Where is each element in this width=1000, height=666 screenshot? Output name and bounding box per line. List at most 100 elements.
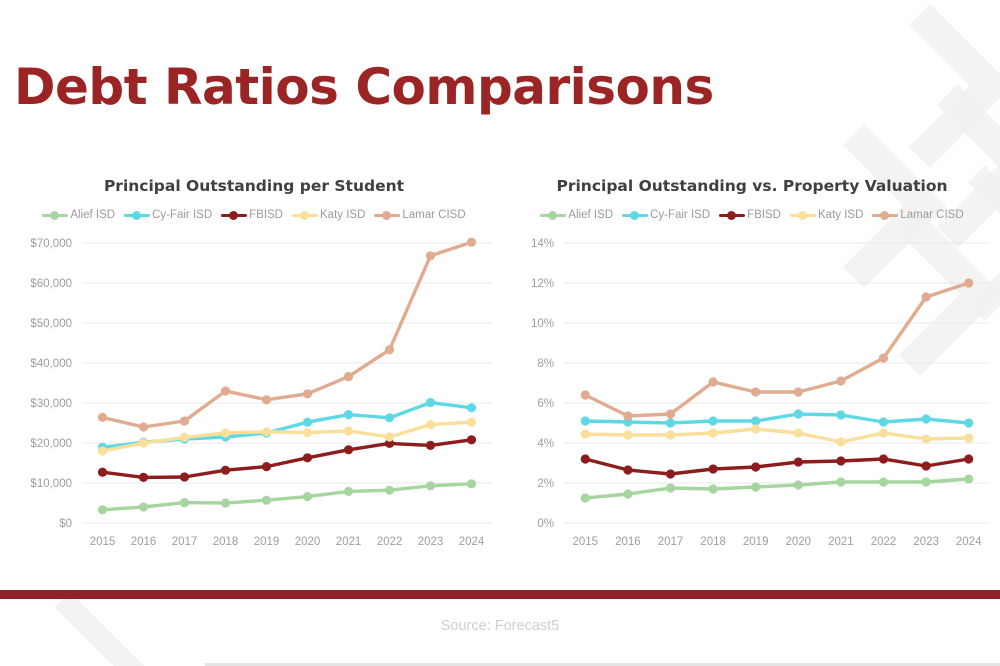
data-point[interactable] [665, 418, 676, 428]
data-point[interactable] [836, 477, 846, 487]
data-point[interactable] [261, 395, 272, 405]
data-point[interactable] [964, 278, 974, 288]
legend-item[interactable]: FBISD [719, 209, 781, 221]
data-point[interactable] [836, 437, 846, 447]
data-point[interactable] [261, 462, 272, 472]
data-point[interactable] [138, 438, 149, 448]
series-cy-fair-isd[interactable] [580, 409, 974, 428]
data-point[interactable] [302, 492, 313, 502]
data-point[interactable] [751, 416, 761, 426]
legend-item[interactable]: Lamar CISD [374, 209, 466, 221]
data-point[interactable] [793, 387, 803, 397]
data-point[interactable] [793, 409, 803, 419]
data-point[interactable] [302, 389, 313, 399]
data-point[interactable] [708, 428, 718, 438]
data-point[interactable] [836, 410, 846, 420]
data-point[interactable] [138, 422, 149, 432]
data-point[interactable] [425, 440, 436, 450]
data-point[interactable] [751, 424, 761, 434]
legend-item[interactable]: Katy ISD [292, 209, 365, 221]
series-lamar-cisd[interactable] [580, 278, 974, 421]
data-point[interactable] [425, 420, 436, 430]
data-point[interactable] [179, 432, 190, 442]
data-point[interactable] [97, 412, 108, 422]
data-point[interactable] [878, 428, 889, 438]
data-point[interactable] [836, 376, 846, 386]
data-point[interactable] [964, 474, 974, 484]
data-point[interactable] [751, 387, 761, 397]
data-point[interactable] [97, 467, 108, 477]
data-point[interactable] [466, 479, 477, 489]
data-point[interactable] [708, 416, 718, 426]
data-point[interactable] [466, 237, 477, 247]
data-point[interactable] [964, 454, 974, 464]
data-point[interactable] [878, 417, 889, 427]
data-point[interactable] [97, 446, 108, 456]
data-point[interactable] [343, 372, 354, 382]
data-point[interactable] [580, 493, 590, 503]
legend-item[interactable]: Lamar CISD [872, 209, 964, 221]
legend-item[interactable]: Cy-Fair ISD [622, 209, 710, 221]
series-lamar-cisd[interactable] [97, 237, 477, 432]
data-point[interactable] [580, 416, 590, 426]
data-point[interactable] [665, 469, 676, 479]
data-point[interactable] [921, 414, 931, 424]
data-point[interactable] [580, 429, 590, 439]
data-point[interactable] [878, 477, 889, 487]
data-point[interactable] [466, 403, 477, 413]
data-point[interactable] [751, 482, 761, 492]
data-point[interactable] [580, 390, 590, 400]
data-point[interactable] [220, 386, 231, 396]
data-point[interactable] [708, 484, 718, 494]
series-katy-isd[interactable] [580, 424, 974, 447]
series-alief-isd[interactable] [580, 474, 974, 503]
data-point[interactable] [384, 413, 395, 423]
data-point[interactable] [580, 454, 590, 464]
series-katy-isd[interactable] [97, 417, 477, 456]
data-point[interactable] [343, 445, 354, 455]
data-point[interactable] [793, 457, 803, 467]
data-point[interactable] [964, 418, 974, 428]
data-point[interactable] [179, 472, 190, 482]
data-point[interactable] [384, 485, 395, 495]
legend-item[interactable]: Cy-Fair ISD [124, 209, 212, 221]
series-alief-isd[interactable] [97, 479, 477, 515]
data-point[interactable] [793, 480, 803, 490]
data-point[interactable] [261, 427, 272, 437]
data-point[interactable] [623, 411, 633, 421]
data-point[interactable] [220, 428, 231, 438]
data-point[interactable] [623, 489, 633, 499]
series-fbisd[interactable] [580, 454, 974, 479]
data-point[interactable] [793, 428, 803, 438]
data-point[interactable] [466, 417, 477, 427]
data-point[interactable] [343, 486, 354, 496]
data-point[interactable] [665, 483, 676, 493]
data-point[interactable] [97, 505, 108, 515]
data-point[interactable] [302, 428, 313, 438]
data-point[interactable] [384, 438, 395, 448]
data-point[interactable] [138, 502, 149, 512]
data-point[interactable] [751, 462, 761, 472]
data-point[interactable] [343, 426, 354, 436]
data-point[interactable] [302, 453, 313, 463]
data-point[interactable] [384, 432, 395, 442]
data-point[interactable] [836, 456, 846, 466]
data-point[interactable] [878, 353, 889, 363]
data-point[interactable] [665, 430, 676, 440]
data-point[interactable] [665, 409, 676, 419]
data-point[interactable] [220, 498, 231, 508]
data-point[interactable] [708, 464, 718, 474]
data-point[interactable] [384, 345, 395, 355]
series-fbisd[interactable] [97, 435, 477, 482]
data-point[interactable] [921, 477, 931, 487]
data-point[interactable] [179, 416, 190, 426]
data-point[interactable] [466, 435, 477, 445]
data-point[interactable] [425, 398, 436, 408]
data-point[interactable] [261, 495, 272, 505]
data-point[interactable] [921, 292, 931, 302]
data-point[interactable] [425, 481, 436, 491]
data-point[interactable] [138, 472, 149, 482]
data-point[interactable] [343, 410, 354, 420]
data-point[interactable] [708, 377, 718, 387]
data-point[interactable] [964, 433, 974, 443]
